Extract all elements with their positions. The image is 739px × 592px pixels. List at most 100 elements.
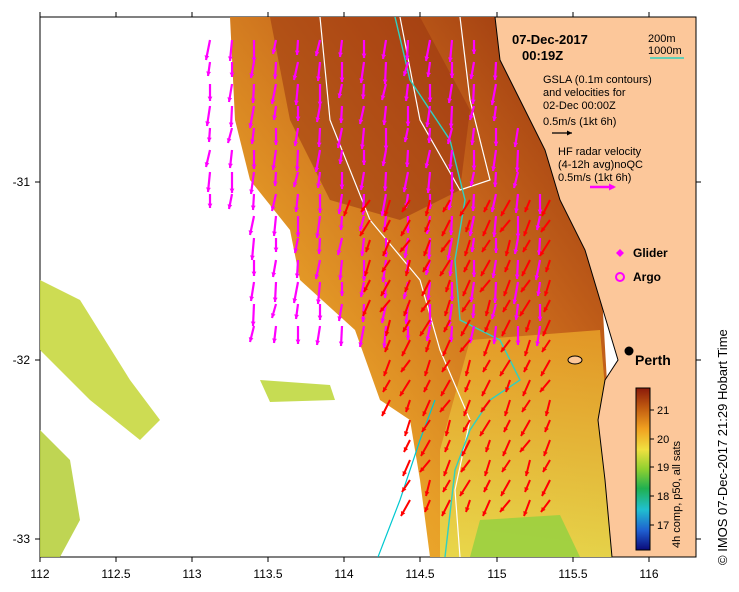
radar-arrow-head <box>405 228 411 233</box>
gsla-arrow-head <box>405 407 410 412</box>
gsla-arrow-head <box>520 311 525 316</box>
gsla-arrow-head <box>500 371 505 376</box>
radar-arrow-head <box>314 167 320 172</box>
gsla-arrow-head <box>482 247 487 252</box>
colorbar-tick-label: 19 <box>657 462 669 474</box>
radar-arrow-head <box>405 121 411 126</box>
radar-arrow-head <box>382 186 388 191</box>
radar-arrow-head <box>404 319 409 324</box>
gsla-arrow-head <box>423 387 429 392</box>
gsla-arrow-head <box>543 307 549 312</box>
gsla-arrow-head <box>481 391 487 396</box>
sst-inshore-band <box>440 330 620 557</box>
radar-arrow-head <box>469 74 475 79</box>
gsla-arrow-head <box>481 407 486 412</box>
radar-arrow-head <box>251 164 257 169</box>
glider-marker-icon <box>616 249 624 257</box>
radar-arrow-head <box>471 165 477 170</box>
gsla-arrow-head <box>424 211 430 216</box>
gsla-arrow-head <box>380 307 385 312</box>
radar-arrow-head <box>448 164 453 169</box>
legend-1000m: 1000m <box>648 45 682 57</box>
radar-arrow-head <box>294 50 300 55</box>
radar-scale: 0.5m/s (1kt 6h) <box>558 172 631 184</box>
radar-arrow-head <box>470 99 476 104</box>
gsla-arrow-head <box>483 367 488 372</box>
radar-arrow-head <box>426 72 431 77</box>
gsla-arrow-head <box>502 467 507 472</box>
gsla-arrow-head <box>383 227 389 232</box>
radar-arrow-head <box>359 292 365 297</box>
gsla-arrow-head <box>360 231 365 236</box>
gsla-arrow-head <box>503 307 508 312</box>
gsla-arrow-head <box>444 431 450 436</box>
radar-arrow-head <box>314 274 320 279</box>
gsla-arrow-head <box>483 351 488 356</box>
gsla-arrow-head <box>483 207 489 212</box>
radar-arrow-head <box>272 181 278 186</box>
radar-arrow-head <box>447 98 453 103</box>
gsla-arrow-head <box>441 247 446 252</box>
gsla-arrow-head <box>484 471 489 476</box>
gsla-arrow-head <box>444 447 449 452</box>
gsla-arrow-head <box>542 347 547 352</box>
radar-arrow-head <box>249 189 254 194</box>
radar-arrow-head <box>295 116 301 121</box>
radar-arrow-head <box>315 340 321 345</box>
radar-arrow-head <box>271 272 277 277</box>
gsla-arrow-head <box>401 231 406 236</box>
radar-arrow-head <box>294 100 299 105</box>
gsla-arrow-head <box>424 507 429 512</box>
radar-arrow-head <box>492 75 498 80</box>
radar-arrow-head <box>338 52 343 57</box>
gsla-arrow-head <box>524 351 529 356</box>
radar-arrow-head <box>402 187 408 192</box>
gsla-arrow-head <box>544 291 549 296</box>
radar-arrow-head <box>471 49 477 54</box>
gsla-arrow-head <box>403 327 408 332</box>
gsla-arrow-head <box>500 227 505 232</box>
radar-arrow-head <box>317 101 323 106</box>
radar-arrow-head <box>228 122 234 127</box>
radar-arrow-head <box>381 277 386 282</box>
gsla-arrow-head <box>500 507 505 512</box>
gsla-arrow-head <box>362 311 367 316</box>
radar-arrow-head <box>271 49 277 54</box>
gsla-arrow-head <box>464 387 469 392</box>
gsla-arrow-head <box>464 251 469 256</box>
gsla-arrow-head <box>463 427 468 432</box>
gsla-arrow-head <box>502 451 507 456</box>
radar-arrow-head <box>380 211 386 216</box>
gsla-arrow-head <box>402 207 407 212</box>
gsla-arrow-head <box>384 211 389 216</box>
radar-arrow-head <box>338 275 343 280</box>
gsla-arrow-head <box>484 311 490 316</box>
gsla-arrow-head <box>501 491 506 496</box>
radar-arrow-head <box>449 296 455 301</box>
radar-arrow-head <box>382 343 387 348</box>
radar-arrow-head <box>339 291 345 296</box>
radar-arrow-head <box>448 123 454 128</box>
radar-arrow-head <box>316 142 322 147</box>
gsla-arrow-head <box>503 427 509 432</box>
radar-arrow-head <box>426 254 432 259</box>
radar-arrow-head <box>272 297 278 302</box>
gsla-arrow-head <box>381 291 386 296</box>
radar-arrow-head <box>294 273 300 278</box>
perth-marker-icon <box>624 346 634 356</box>
x-axis: 112 112.5 113 113.5 114 114.5 115 115.5 116 <box>30 12 659 581</box>
radar-arrow-head <box>250 98 256 103</box>
radar-arrow-head <box>316 183 321 188</box>
radar-scale-arrow-head <box>609 183 616 191</box>
radar-arrow-head <box>337 316 343 321</box>
gsla-line1: GSLA (0.1m contours) <box>543 74 652 86</box>
radar-arrow-head <box>402 294 408 299</box>
gsla-arrow-head <box>343 211 348 216</box>
gsla-arrow-head <box>541 371 546 376</box>
radar-arrow-head <box>470 140 475 145</box>
gsla-arrow-head <box>482 511 487 516</box>
gsla-arrow-head <box>460 211 465 216</box>
radar-arrow-head <box>449 189 455 194</box>
radar-arrow-head <box>493 248 499 253</box>
gsla-arrow-head <box>504 411 509 416</box>
